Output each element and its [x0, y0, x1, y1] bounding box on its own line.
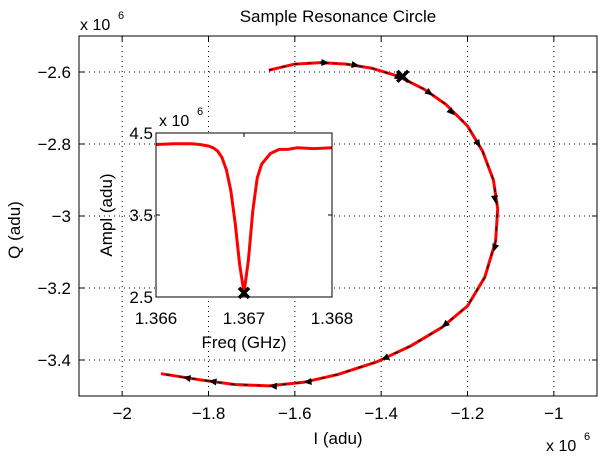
x-axis-label: I (adu) [313, 429, 362, 448]
direction-arrow [182, 375, 192, 383]
y-tick-label: −2.8 [37, 135, 71, 154]
y-multiplier-base: x 10 [80, 17, 110, 34]
inset-y-axis-multiplier: x 10 6 [159, 106, 203, 130]
x-tick-label: −2 [112, 404, 131, 423]
y-tick-label: −3.2 [37, 279, 71, 298]
direction-arrow [321, 59, 330, 67]
main-ticks: −2 −1.8 −1.6 −1.4 −1.2 −1 −2.6 −2.8 −3 −3.2 −3.4 [37, 36, 597, 423]
inset-plot-frame [155, 132, 333, 298]
inset-x-tick-label: 1.366 [135, 309, 178, 328]
inset-x-tick-label: 1.367 [223, 309, 266, 328]
direction-arrow [473, 138, 481, 148]
y-multiplier-exponent: 6 [118, 10, 124, 22]
direction-arrow [490, 194, 498, 204]
y-axis-label: Q (adu) [5, 201, 24, 259]
direction-arrow [446, 107, 455, 116]
inset-series-line [155, 142, 333, 295]
direction-arrow [424, 87, 433, 96]
inset-y-tick-label: 3.5 [129, 206, 153, 225]
inset-x-tick-label: 1.368 [311, 309, 354, 328]
x-tick-label: −1.6 [278, 404, 312, 423]
main-series [160, 61, 500, 388]
y-axis-multiplier: x 10 6 [80, 10, 124, 34]
direction-arrow [492, 243, 500, 252]
inset-series [155, 142, 333, 295]
inset-x-axis-label: Freq (GHz) [202, 333, 287, 352]
direction-arrow [303, 377, 312, 385]
inset-y-multiplier-base: x 10 [159, 113, 189, 130]
inset-ticks: 1.366 1.367 1.368 2.5 3.5 4.5 [129, 124, 353, 328]
direction-arrow [351, 61, 360, 69]
inset-axes: 1.366 1.367 1.368 2.5 3.5 4.5 [129, 124, 353, 328]
direction-arrow [268, 382, 278, 390]
direction-arrow [208, 378, 217, 386]
main-plot-frame [78, 35, 598, 397]
inset-y-tick-label: 4.5 [129, 124, 153, 143]
inset-y-axis-label: Ampl (adu) [97, 173, 116, 256]
x-axis-multiplier: x 10 6 [546, 431, 590, 455]
resonance-marker [396, 69, 410, 84]
inset-resonance-marker [237, 286, 251, 300]
inset-marker [237, 286, 251, 300]
x-tick-label: −1.2 [451, 404, 485, 423]
main-arrows [182, 59, 500, 390]
y-tick-label: −3.4 [37, 351, 71, 370]
y-tick-label: −3 [52, 207, 71, 226]
x-tick-label: −1.4 [364, 404, 398, 423]
direction-arrow [441, 319, 450, 328]
series-direction-overlay [160, 61, 499, 387]
inset-y-tick-label: 2.5 [129, 288, 153, 307]
x-tick-label: −1 [544, 404, 563, 423]
inset-plot-area [156, 133, 332, 297]
x-tick-label: −1.8 [192, 404, 226, 423]
inset-y-multiplier-exponent: 6 [197, 106, 203, 118]
x-multiplier-exponent: 6 [584, 431, 590, 443]
y-tick-label: −2.6 [37, 63, 71, 82]
chart-title: Sample Resonance Circle [240, 7, 437, 26]
direction-arrow [381, 353, 390, 360]
x-multiplier-base: x 10 [546, 438, 576, 455]
main-marker [396, 69, 410, 84]
